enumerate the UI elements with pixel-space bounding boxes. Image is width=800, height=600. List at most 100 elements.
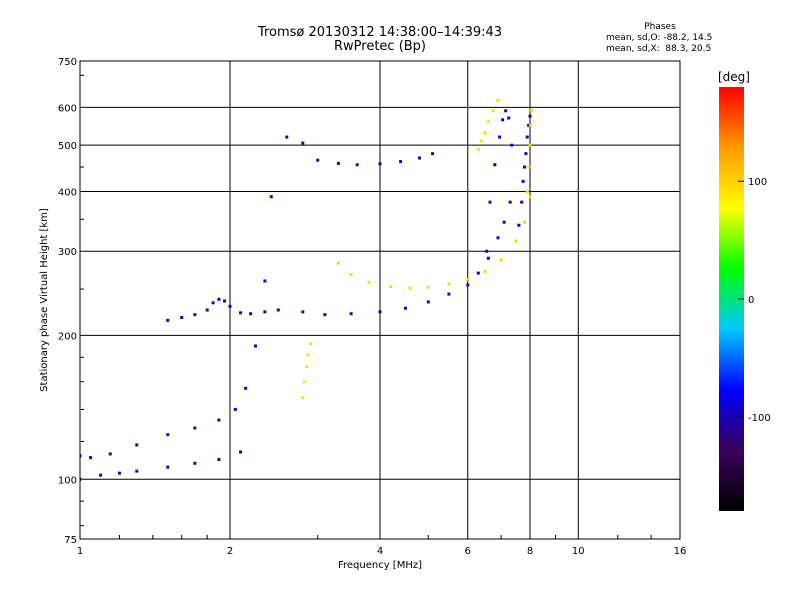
echo-point-o <box>99 473 103 477</box>
echo-point-o <box>525 135 529 139</box>
echo-point-x <box>308 342 312 346</box>
colorbar-ticks: 100 0 -100 <box>738 177 771 424</box>
echo-point-o <box>249 312 253 316</box>
echo-point-o <box>485 249 489 253</box>
echo-point-o <box>244 386 248 390</box>
echo-point-o <box>524 152 528 156</box>
echo-point-x <box>529 109 533 113</box>
echo-point-o <box>349 312 353 316</box>
echo-point-o <box>466 283 470 287</box>
echo-point-o <box>80 477 82 481</box>
echo-point-x <box>491 109 495 113</box>
y-tick-label: 75 <box>64 535 77 546</box>
echo-point-o <box>378 162 382 166</box>
echo-point-o <box>211 301 215 305</box>
echo-point-o <box>520 200 524 204</box>
y-axis-ticks: 750 600 500 400 300 200 100 75 <box>58 57 84 546</box>
echo-point-o <box>301 310 305 314</box>
x-axis-ticks: 1 2 4 6 8 10 16 <box>77 535 687 557</box>
echo-point-o <box>498 135 502 139</box>
echo-point-o <box>521 179 525 183</box>
echo-point-o <box>510 143 514 147</box>
echo-point-x <box>480 139 484 143</box>
x-tick-label: 16 <box>674 546 687 557</box>
echo-point-o <box>263 279 267 283</box>
echo-point-o <box>399 160 403 164</box>
echo-point-o <box>166 433 170 437</box>
y-tick-label: 500 <box>58 141 77 152</box>
echo-point-o <box>355 163 359 167</box>
echo-point-o <box>217 418 221 422</box>
x-tick-label: 4 <box>377 546 383 557</box>
echo-point-o <box>263 310 267 314</box>
y-tick-label: 300 <box>58 247 77 258</box>
y-tick-label: 200 <box>58 331 77 342</box>
echo-point-x <box>499 258 503 262</box>
echo-point-x <box>447 282 451 286</box>
echo-point-x <box>528 195 532 199</box>
echo-point-o <box>403 306 407 310</box>
echo-point-o <box>486 256 490 260</box>
echo-point-o <box>507 116 511 120</box>
x-axis-label: Frequency [MHz] <box>338 560 422 571</box>
echo-point-o <box>527 123 531 127</box>
y-tick-label: 400 <box>58 187 77 198</box>
echo-point-o <box>108 452 112 456</box>
echo-point-o <box>301 141 305 145</box>
echo-point-o <box>135 443 139 447</box>
echo-point-x <box>349 273 353 277</box>
echo-point-o <box>378 310 382 314</box>
chart-subtitle: RwPretec (Bp) <box>333 39 427 54</box>
echo-point-o <box>285 135 289 139</box>
y-tick-label: 100 <box>58 475 77 486</box>
echo-point-x <box>523 220 527 224</box>
echo-point-x <box>466 277 470 281</box>
echo-point-x <box>483 131 487 135</box>
x-tick-label: 1 <box>77 546 83 557</box>
echo-point-o <box>228 304 232 308</box>
echo-point-o <box>508 200 512 204</box>
echo-point-o <box>193 461 197 465</box>
phase-stats-x: mean, sd,X: 88.3, 20.5 <box>606 44 712 54</box>
echo-point-x <box>408 286 412 290</box>
echo-point-o <box>447 292 451 296</box>
echo-point-o <box>193 426 197 430</box>
echo-point-x <box>301 396 305 400</box>
x-tick-label: 10 <box>572 546 585 557</box>
echo-point-o <box>417 156 421 160</box>
echo-point-x <box>305 365 309 369</box>
echo-point-o <box>336 161 340 165</box>
echo-point-x <box>529 123 533 127</box>
x-tick-label: 6 <box>465 546 471 557</box>
echo-point-x <box>367 281 371 285</box>
echo-point-o <box>276 308 280 312</box>
echo-point-o <box>517 223 521 227</box>
echo-point-o <box>504 109 508 113</box>
echo-point-x <box>476 147 480 151</box>
phase-stats-heading: Phases <box>644 22 676 32</box>
echo-point-o <box>217 457 221 461</box>
echo-point-o <box>476 271 480 275</box>
echo-point-o <box>135 469 139 473</box>
x-tick-label: 2 <box>227 546 233 557</box>
echo-point-x <box>426 285 430 289</box>
echo-point-x <box>527 165 531 169</box>
echo-point-o <box>233 407 237 411</box>
echo-point-o <box>223 299 227 303</box>
echo-point-o <box>166 318 170 322</box>
echo-point-o <box>193 313 197 317</box>
echo-point-x <box>302 380 306 384</box>
x-tick-label: 8 <box>527 546 533 557</box>
echo-point-o <box>269 195 273 199</box>
y-tick-label: 600 <box>58 103 77 114</box>
echo-point-x <box>336 261 340 265</box>
echo-point-o <box>493 163 497 167</box>
echo-point-o <box>316 158 320 162</box>
colorbar-unit-label: [deg] <box>718 70 750 84</box>
echo-point-x <box>528 143 532 147</box>
plot-frame <box>79 60 681 540</box>
echo-point-o <box>205 308 209 312</box>
phase-stats-o: mean, sd,O: -88.2, 14.5 <box>606 33 713 43</box>
echo-point-x <box>514 239 518 243</box>
